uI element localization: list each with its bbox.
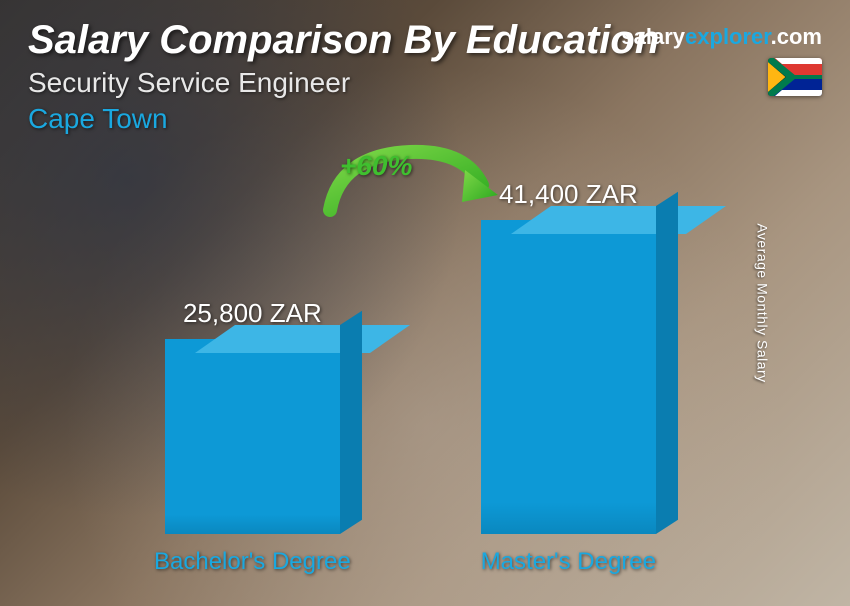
infographic-container: Salary Comparison By Education Security … — [0, 0, 850, 606]
bar-category-label: Bachelor's Degree — [154, 548, 351, 576]
bar-shape — [481, 220, 656, 534]
bar-category-label: Master's Degree — [481, 548, 656, 576]
brand-suffix: explorer — [685, 24, 771, 49]
bar-shape — [165, 339, 340, 534]
brand-domain: .com — [771, 24, 822, 49]
location-label: Cape Town — [28, 103, 822, 135]
country-flag-icon — [768, 58, 822, 96]
job-subtitle: Security Service Engineer — [28, 67, 822, 99]
y-axis-label: Average Monthly Salary — [754, 223, 770, 382]
brand-prefix: salary — [621, 24, 685, 49]
percent-increase-label: +60% — [340, 150, 412, 182]
brand-logo: salaryexplorer.com — [621, 24, 822, 50]
bar-bachelors: 25,800 ZAR Bachelor's Degree — [154, 298, 351, 576]
